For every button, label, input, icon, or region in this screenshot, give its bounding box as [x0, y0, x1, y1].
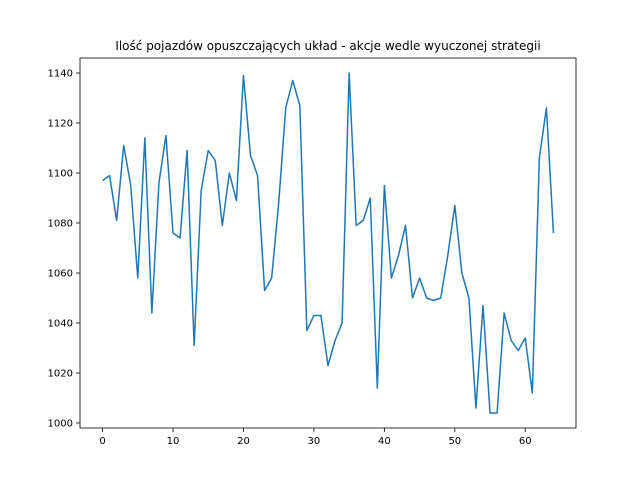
data-point	[158, 183, 159, 184]
data-point	[384, 185, 385, 186]
data-point	[137, 278, 138, 279]
data-point	[370, 198, 371, 199]
x-tick-label: 40	[378, 436, 391, 447]
x-tick-label: 0	[99, 436, 105, 447]
data-point	[102, 180, 103, 181]
data-point	[109, 175, 110, 176]
data-point	[461, 273, 462, 274]
data-point	[130, 185, 131, 186]
data-point	[398, 255, 399, 256]
data-point	[187, 150, 188, 151]
data-point	[433, 300, 434, 301]
data-point	[173, 233, 174, 234]
data-point	[180, 238, 181, 239]
data-point	[328, 365, 329, 366]
data-point	[532, 393, 533, 394]
data-point	[447, 255, 448, 256]
y-tick-label: 1100	[48, 169, 73, 180]
data-point	[518, 350, 519, 351]
data-point	[264, 290, 265, 291]
data-point	[342, 323, 343, 324]
data-point	[144, 138, 145, 139]
data-point	[468, 298, 469, 299]
y-tick-label: 1060	[48, 269, 73, 280]
data-point	[475, 408, 476, 409]
data-point	[539, 158, 540, 159]
axes-frame	[79, 57, 577, 429]
data-point	[151, 313, 152, 314]
data-point	[292, 80, 293, 81]
data-point	[313, 315, 314, 316]
series-line	[102, 72, 555, 414]
data-point	[299, 105, 300, 106]
y-tick-label: 1080	[48, 219, 73, 230]
data-point	[363, 220, 364, 221]
data-point	[426, 298, 427, 299]
data-point	[285, 108, 286, 109]
data-point	[271, 278, 272, 279]
data-point	[525, 338, 526, 339]
data-point	[546, 108, 547, 109]
x-tick-label: 30	[308, 436, 321, 447]
data-point	[229, 173, 230, 174]
data-point	[391, 278, 392, 279]
data-point	[236, 200, 237, 201]
data-point	[412, 298, 413, 299]
chart-title: Ilość pojazdów opuszczających układ - ak…	[115, 39, 540, 53]
x-tick-label: 50	[448, 436, 461, 447]
data-point	[116, 220, 117, 221]
data-point	[278, 203, 279, 204]
data-point	[194, 345, 195, 346]
data-point	[222, 225, 223, 226]
y-tick-label: 1140	[48, 69, 73, 80]
data-point	[511, 340, 512, 341]
data-point	[349, 73, 350, 74]
data-point	[335, 340, 336, 341]
data-point	[356, 225, 357, 226]
data-point	[250, 155, 251, 156]
data-point	[419, 278, 420, 279]
data-point	[201, 190, 202, 191]
data-point	[504, 313, 505, 314]
data-point	[454, 205, 455, 206]
data-point	[208, 150, 209, 151]
data-point	[165, 135, 166, 136]
y-tick-label: 1000	[48, 419, 73, 430]
x-tick-label: 60	[519, 436, 532, 447]
data-point	[215, 160, 216, 161]
data-point	[483, 305, 484, 306]
data-point	[306, 330, 307, 331]
data-point	[553, 233, 554, 234]
y-tick-label: 1040	[48, 319, 73, 330]
data-point	[440, 298, 441, 299]
y-tick-label: 1120	[48, 119, 73, 130]
data-point	[490, 413, 491, 414]
plot-area: 0 10 20 30 40 50 60100010201040106010801100112…	[48, 69, 555, 447]
data-point	[123, 145, 124, 146]
x-tick-label: 20	[237, 436, 250, 447]
data-point	[320, 315, 321, 316]
data-point	[497, 413, 498, 414]
x-tick-label: 10	[167, 436, 180, 447]
data-point	[405, 225, 406, 226]
y-tick-label: 1020	[48, 369, 73, 380]
data-point	[243, 75, 244, 76]
data-point	[257, 175, 258, 176]
data-point	[377, 388, 378, 389]
